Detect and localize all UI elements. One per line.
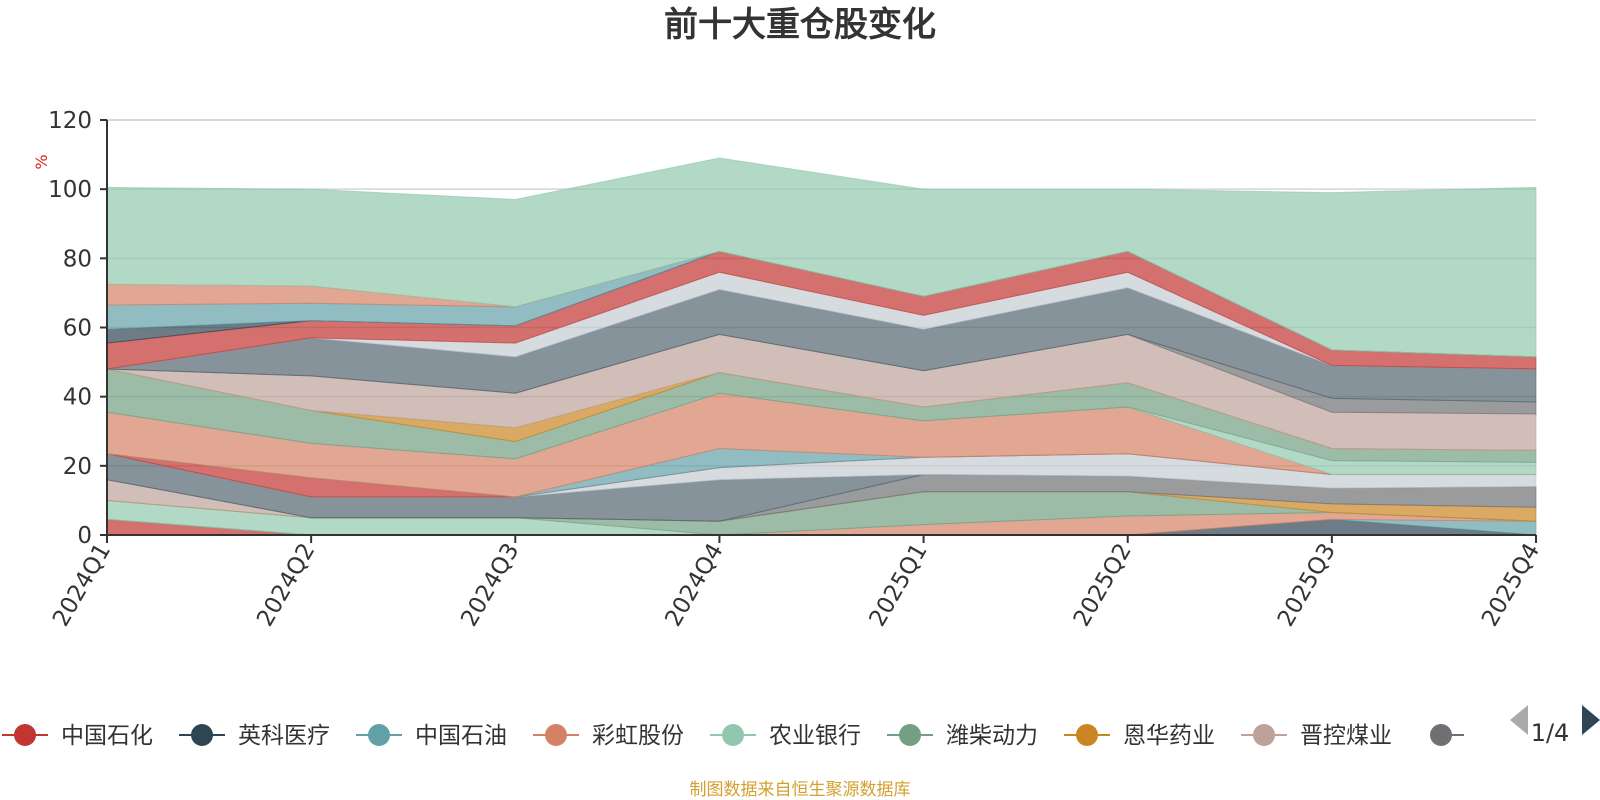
y-tick-label: 80: [63, 246, 92, 272]
legend-item-truncated[interactable]: [1430, 724, 1464, 746]
area-series: [106, 157, 1537, 536]
y-tick-label: 40: [63, 385, 92, 411]
legend-marker-icon: [545, 724, 567, 746]
y-tick-label: 0: [77, 523, 92, 549]
legend: 中国石化 英科医疗 中国石油 彩虹股份 农业银行 潍柴动力 恩华药业 晋控煤业: [2, 723, 1464, 749]
legend-label: 农业银行: [769, 723, 861, 749]
x-tick-label: 2024Q4: [660, 539, 728, 631]
legend-label: 恩华药业: [1123, 723, 1215, 749]
legend-next-icon[interactable]: [1582, 705, 1600, 735]
legend-label: 英科医疗: [238, 723, 330, 749]
legend-marker-icon: [14, 724, 36, 746]
footer-source: 制图数据来自恒生聚源数据库: [690, 780, 911, 800]
x-tick-label: 2025Q4: [1477, 539, 1545, 631]
legend-label: 彩虹股份: [592, 723, 684, 749]
legend-marker-icon: [722, 724, 744, 746]
area-其他: [106, 157, 1537, 358]
legend-marker-icon: [899, 724, 921, 746]
legend-prev-icon[interactable]: [1510, 705, 1528, 735]
legend-marker-icon: [1253, 724, 1275, 746]
y-tick-label: 60: [63, 316, 92, 342]
legend-label: 潍柴动力: [946, 723, 1038, 749]
x-tick-label: 2024Q1: [48, 539, 116, 631]
legend-pager: 1/4: [1510, 705, 1600, 747]
legend-marker-icon: [1430, 724, 1452, 746]
legend-marker-icon: [368, 724, 390, 746]
legend-item[interactable]: 潍柴动力: [887, 723, 1038, 749]
legend-item[interactable]: 晋控煤业: [1241, 723, 1392, 749]
legend-item[interactable]: 中国石油: [356, 723, 507, 749]
legend-label: 中国石化: [61, 723, 153, 749]
x-tick-label: 2025Q1: [865, 539, 933, 631]
legend-page-indicator: 1/4: [1531, 719, 1570, 747]
legend-item[interactable]: 中国石化: [2, 723, 153, 749]
y-tick-label: 20: [63, 454, 92, 480]
y-axis-label: %: [32, 154, 51, 169]
x-tick-label: 2025Q3: [1273, 539, 1341, 631]
legend-marker-icon: [191, 724, 213, 746]
legend-item[interactable]: 农业银行: [710, 723, 861, 749]
legend-label: 中国石油: [415, 723, 507, 749]
legend-label: 晋控煤业: [1300, 723, 1392, 749]
y-tick-label: 100: [48, 177, 92, 203]
legend-item[interactable]: 彩虹股份: [533, 723, 684, 749]
x-tick-label: 2024Q3: [456, 539, 524, 631]
chart-title: 前十大重仓股变化: [664, 5, 936, 45]
x-tick-label: 2025Q2: [1069, 539, 1137, 631]
y-tick-label: 120: [48, 108, 92, 134]
legend-item[interactable]: 英科医疗: [179, 723, 330, 749]
x-tick-label: 2024Q2: [252, 539, 320, 631]
legend-marker-icon: [1076, 724, 1098, 746]
legend-item[interactable]: 恩华药业: [1064, 723, 1215, 749]
